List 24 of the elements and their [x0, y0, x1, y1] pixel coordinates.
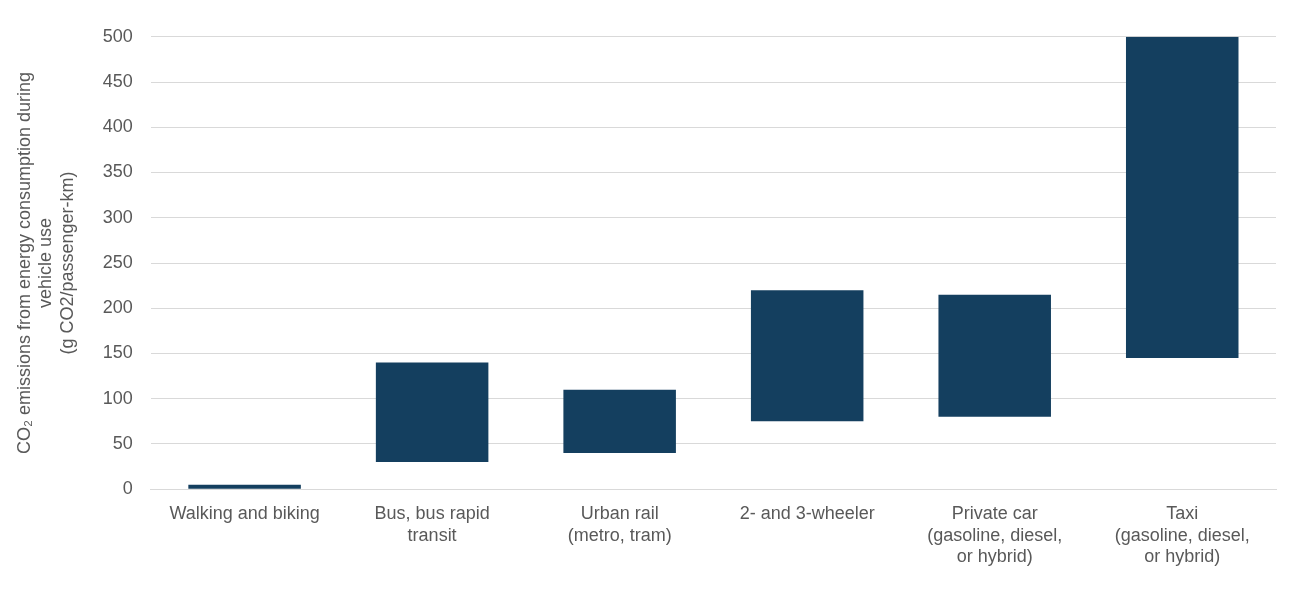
bar	[188, 484, 301, 489]
y-tick-label: 450	[102, 71, 133, 92]
x-tick-label: Urban rail (metro, tram)	[567, 502, 672, 545]
bar	[1125, 36, 1239, 358]
y-axis-title: CO₂ emissions from energy consumption during vehicle use (g CO2/passenger-km)	[13, 71, 77, 455]
bar	[750, 290, 864, 422]
x-tick-label: Bus, bus rapid transit	[374, 502, 490, 545]
y-tick-label: 500	[102, 25, 133, 46]
bar	[938, 294, 1051, 417]
x-tick-label: Private car (gasoline, diesel, or hybrid)	[927, 502, 1063, 567]
x-tick-label: 2- and 3-wheeler	[739, 502, 875, 523]
bar	[375, 362, 489, 463]
y-tick-label: 350	[102, 161, 133, 182]
y-tick-label: 400	[102, 116, 133, 137]
bar	[563, 389, 676, 454]
x-tick-label: Taxi (gasoline, diesel, or hybrid)	[1114, 502, 1250, 567]
y-tick-label: 200	[102, 297, 133, 318]
y-tick-label: 100	[102, 387, 133, 408]
y-tick-label: 0	[122, 478, 133, 499]
y-tick-label: 250	[102, 251, 133, 272]
y-tick-label: 50	[112, 432, 133, 453]
x-tick-label: Walking and biking	[169, 502, 320, 523]
y-tick-label: 300	[102, 206, 133, 227]
y-tick-label: 150	[102, 342, 133, 363]
